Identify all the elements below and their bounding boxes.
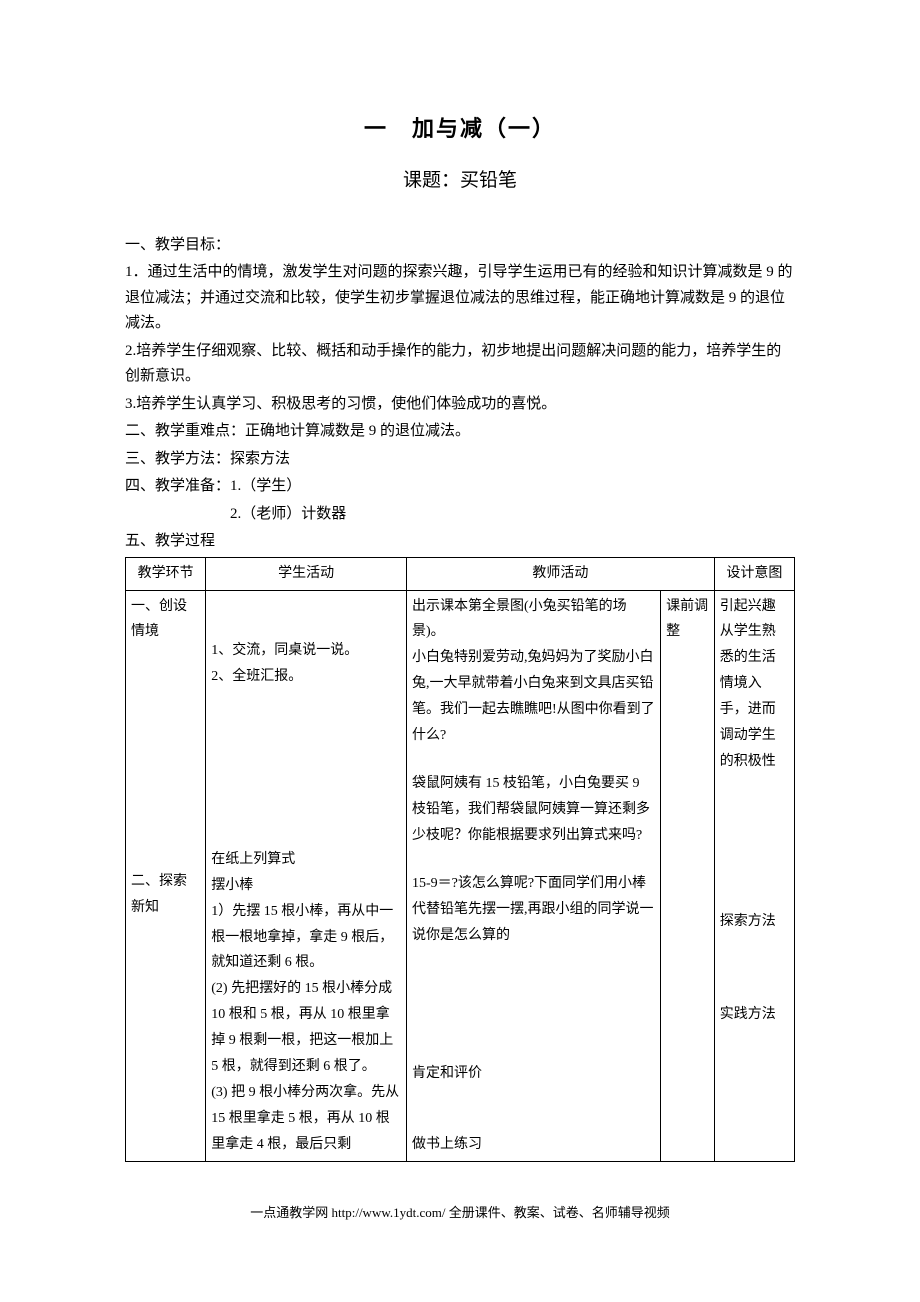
student-activity-2e: (3) 把 9 根小棒分两次拿。先从 15 根里拿走 5 根，再从 10 根里拿… [211, 1080, 401, 1158]
teacher-activity-1c: 袋鼠阿姨有 15 枝铅笔，小白兔要买 9 枝铅笔，我们帮袋鼠阿姨算一算还剩多少枝… [412, 771, 655, 849]
header-student: 学生活动 [206, 557, 407, 590]
sub-title: 课题：买铅笔 [125, 165, 795, 197]
header-phase: 教学环节 [126, 557, 206, 590]
goal-item-3: 3.培养学生认真学习、积极思考的习惯，使他们体验成功的喜悦。 [125, 392, 795, 418]
teacher-activity-1f: 做书上练习 [412, 1132, 655, 1158]
header-design: 设计意图 [714, 557, 794, 590]
table-header-row: 教学环节 学生活动 教师活动 设计意图 [126, 557, 795, 590]
table-row: 一、创设情境 二、探索新知 1、交流，同桌说一说。 2、全班汇报。 [126, 590, 795, 1161]
design-intent-2: 探索方法 [720, 909, 789, 935]
design-cell: 引起兴趣从学生熟悉的生活情境入手，进而调动学生的积极性 探索方法 实践方法 [714, 590, 794, 1161]
teacher-activity-1d: 15-9＝?该怎么算呢?下面同学们用小棒代替铅笔先摆一摆,再跟小组的同学说一说你… [412, 871, 655, 949]
phase-1-text: 一、创设情境 [131, 594, 200, 646]
student-activity-1a: 1、交流，同桌说一说。 [211, 638, 401, 664]
prep-line-1: 四、教学准备：1.（学生） [125, 474, 795, 500]
header-teacher: 教师活动 [406, 557, 714, 590]
student-cell: 1、交流，同桌说一说。 2、全班汇报。 在纸上列算式 摆小棒 1）先摆 15 根… [206, 590, 407, 1161]
student-activity-2c: 1）先摆 15 根小棒，再从中一根一根地拿掉，拿走 9 根后，就知道还剩 6 根… [211, 899, 401, 977]
student-activity-1b: 2、全班汇报。 [211, 664, 401, 690]
process-heading: 五、教学过程 [125, 529, 795, 555]
teacher-activity-1e: 肯定和评价 [412, 1061, 655, 1087]
phase-2-text: 二、探索新知 [131, 869, 200, 921]
adjust-cell: 课前调整 [661, 590, 715, 1161]
teacher-activity-1a: 出示课本第全景图(小兔买铅笔的场景)。 [412, 594, 655, 646]
design-intent-3: 实践方法 [720, 1002, 789, 1028]
student-activity-2a: 在纸上列算式 [211, 847, 401, 873]
goal-item-1: 1．通过生活中的情境，激发学生对问题的探索兴趣，引导学生运用已有的经验和知识计算… [125, 260, 795, 337]
prep-line-2: 2.（老师）计数器 [125, 502, 795, 528]
goal-item-2: 2.培养学生仔细观察、比较、概括和动手操作的能力，初步地提出问题解决问题的能力，… [125, 339, 795, 390]
student-activity-2d: (2) 先把摆好的 15 根小棒分成 10 根和 5 根，再从 10 根里拿掉 … [211, 976, 401, 1080]
lesson-plan-table: 教学环节 学生活动 教师活动 设计意图 一、创设情境 二、探索新知 1、交流，同… [125, 557, 795, 1162]
adjust-text: 课前调整 [666, 594, 709, 646]
page-footer: 一点通教学网 http://www.1ydt.com/ 全册课件、教案、试卷、名… [125, 1202, 795, 1224]
student-activity-2b: 摆小棒 [211, 873, 401, 899]
teacher-cell: 出示课本第全景图(小兔买铅笔的场景)。 小白兔特别爱劳动,兔妈妈为了奖励小白兔,… [406, 590, 660, 1161]
goals-heading: 一、教学目标： [125, 233, 795, 259]
difficulty-text: 二、教学重难点：正确地计算减数是 9 的退位减法。 [125, 419, 795, 445]
phase-cell: 一、创设情境 二、探索新知 [126, 590, 206, 1161]
design-intent-1: 引起兴趣从学生熟悉的生活情境入手，进而调动学生的积极性 [720, 594, 789, 775]
method-text: 三、教学方法：探索方法 [125, 447, 795, 473]
main-title: 一 加与减（一） [125, 110, 795, 147]
teacher-activity-1b: 小白兔特别爱劳动,兔妈妈为了奖励小白兔,一大早就带着小白兔来到文具店买铅笔。我们… [412, 645, 655, 749]
